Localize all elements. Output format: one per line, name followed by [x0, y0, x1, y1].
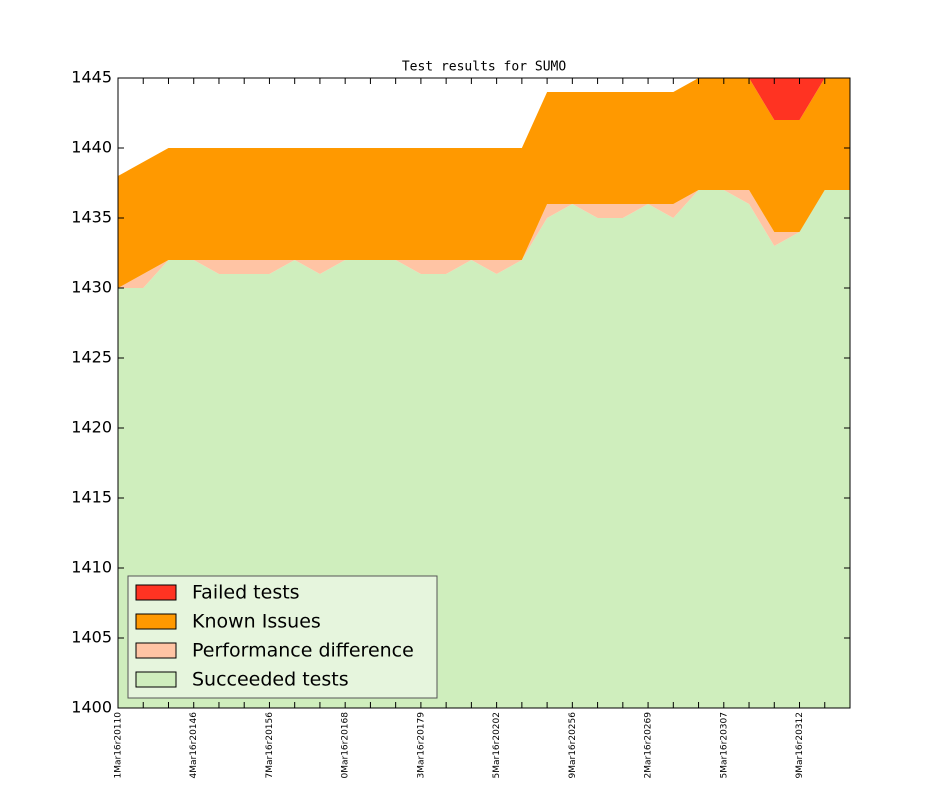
- y-tick-label: 1400: [71, 698, 112, 717]
- y-tick-label: 1420: [71, 418, 112, 437]
- legend-label: Failed tests: [192, 582, 300, 604]
- y-tick-label: 1410: [71, 558, 112, 577]
- x-tick-label: 2Mar16r20269: [644, 712, 654, 779]
- x-tick-label: 7Mar16r20156: [265, 712, 275, 779]
- chart-title: Test results for SUMO: [402, 60, 567, 75]
- x-tick-label: 3Mar16r20179: [416, 712, 426, 779]
- legend-label: Succeeded tests: [192, 669, 349, 691]
- x-tick-label: 5Mar16r20307: [719, 712, 729, 779]
- legend-label: Known Issues: [192, 611, 321, 633]
- area: [118, 78, 850, 288]
- y-tick-label: 1435: [71, 208, 112, 227]
- x-tick-label: 9Mar16r20256: [568, 712, 578, 779]
- x-tick-label: 5Mar16r20202: [492, 712, 502, 779]
- plot-frame: [117, 77, 851, 709]
- x-tick-label: 4Mar16r20146: [189, 712, 199, 779]
- x-tick-label: 9Mar16r20312: [795, 712, 805, 779]
- legend-swatch: [135, 584, 177, 601]
- y-tick-label: 1445: [71, 68, 112, 87]
- legend-box: [127, 575, 438, 699]
- y-tick-label: 1425: [71, 348, 112, 367]
- x-tick-label: 1Mar16r20110: [114, 712, 124, 779]
- x-tick-label: 0Mar16r20168: [341, 712, 351, 779]
- legend-swatch: [135, 642, 177, 659]
- y-tick-label: 1405: [71, 628, 112, 647]
- y-tick-label: 1440: [71, 138, 112, 157]
- legend-swatch: [135, 613, 177, 630]
- y-tick-label: 1430: [71, 278, 112, 297]
- legend-swatch: [135, 671, 177, 688]
- legend-label: Performance difference: [192, 640, 414, 662]
- y-tick-label: 1415: [71, 488, 112, 507]
- area: [118, 78, 850, 176]
